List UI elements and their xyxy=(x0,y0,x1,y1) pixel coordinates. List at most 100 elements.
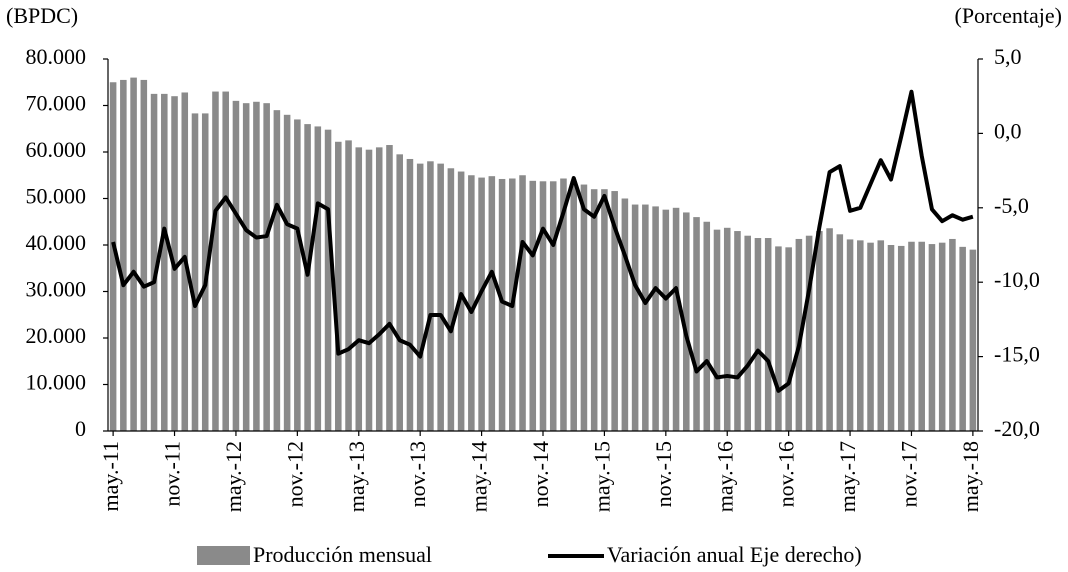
bar xyxy=(416,163,424,431)
bar xyxy=(304,124,311,431)
y2-axis-label: (Porcentaje) xyxy=(955,3,1063,28)
bar xyxy=(150,93,158,431)
bar xyxy=(130,77,137,431)
bar xyxy=(140,79,148,432)
bar xyxy=(816,231,823,431)
line xyxy=(111,89,974,393)
bar xyxy=(918,241,925,431)
bar xyxy=(734,231,741,431)
bar xyxy=(713,229,721,431)
y2-tick-label: 0,0 xyxy=(994,118,1022,143)
bar xyxy=(683,212,690,431)
x-tick-label: may.-11 xyxy=(98,441,123,511)
x-tick-label: may.-16 xyxy=(712,441,737,512)
y-tick-label: 80.000 xyxy=(26,44,87,69)
bar xyxy=(478,177,485,431)
bar xyxy=(928,244,936,431)
bar xyxy=(212,91,219,432)
bar xyxy=(375,147,383,431)
bar xyxy=(468,175,475,431)
bar xyxy=(222,91,229,432)
y-tick-label: 30.000 xyxy=(26,277,87,302)
bar xyxy=(938,242,946,431)
bar xyxy=(396,154,403,431)
bar xyxy=(703,221,711,431)
bar xyxy=(785,247,792,431)
y-tick-label: 0 xyxy=(75,416,86,441)
bar xyxy=(560,178,567,431)
x-tick-label: nov.-13 xyxy=(405,441,430,507)
bar xyxy=(335,141,342,431)
bar xyxy=(242,103,250,432)
legend-swatch xyxy=(197,546,250,565)
bar xyxy=(846,239,854,431)
y-tick-label: 40.000 xyxy=(26,230,87,255)
x-tick-label: nov.-16 xyxy=(774,441,799,507)
y2-tick-label: -5,0 xyxy=(994,193,1029,218)
bar xyxy=(447,168,455,431)
x-tick-label: nov.-17 xyxy=(897,441,922,507)
bar xyxy=(723,227,731,431)
bar xyxy=(662,209,670,431)
bar xyxy=(744,235,751,431)
bar xyxy=(836,234,844,431)
y-axis-label: (BPDC) xyxy=(6,3,78,28)
bar xyxy=(805,235,813,431)
y2-tick-label: -20,0 xyxy=(994,416,1040,441)
bar xyxy=(621,198,629,431)
bar xyxy=(754,238,762,431)
y2-tick-label: -15,0 xyxy=(994,342,1040,367)
x-tick-label: may.-17 xyxy=(835,441,860,512)
bar xyxy=(529,180,537,431)
bar xyxy=(959,246,966,431)
y-tick-label: 60.000 xyxy=(26,137,87,162)
bar xyxy=(826,228,833,431)
bar xyxy=(867,242,874,431)
y-tick-label: 10.000 xyxy=(26,370,87,395)
bar xyxy=(406,158,414,431)
y2-tick-label: -10,0 xyxy=(994,267,1040,292)
legend-label: Producción mensual xyxy=(253,542,432,567)
bar xyxy=(386,145,393,431)
bar xyxy=(365,149,373,432)
bar xyxy=(109,82,117,431)
bar xyxy=(549,181,557,431)
bar xyxy=(611,191,618,431)
bar xyxy=(294,119,301,431)
x-tick-label: nov.-15 xyxy=(651,441,676,507)
bar xyxy=(764,238,772,431)
bar xyxy=(570,181,577,431)
bar xyxy=(355,147,363,431)
bar xyxy=(672,207,680,431)
y2-tick-label: 5,0 xyxy=(994,44,1022,69)
x-tick-label: nov.-14 xyxy=(528,441,553,507)
bar xyxy=(437,163,444,431)
x-tick-label: may.-14 xyxy=(467,441,492,512)
bar xyxy=(642,204,649,431)
bar xyxy=(590,189,598,431)
x-tick-label: nov.-12 xyxy=(282,441,307,507)
bar xyxy=(488,176,496,431)
bar xyxy=(580,184,588,431)
bar xyxy=(161,93,168,431)
x-tick-label: may.-15 xyxy=(589,441,614,512)
x-tick-label: may.-13 xyxy=(344,441,369,512)
bar xyxy=(314,126,322,432)
bar xyxy=(775,246,782,431)
x-tick-label: may.-12 xyxy=(221,441,246,512)
x-tick-label: may.-18 xyxy=(958,441,983,512)
bar xyxy=(908,241,915,431)
bar xyxy=(253,101,260,431)
legend-label: Variación anual Eje derecho) xyxy=(607,542,862,567)
y-tick-label: 20.000 xyxy=(26,323,87,348)
bar xyxy=(857,240,864,431)
bar xyxy=(345,140,352,431)
x-tick-label: nov.-11 xyxy=(160,441,185,507)
bar xyxy=(427,161,434,432)
bar xyxy=(283,114,291,432)
bar xyxy=(273,110,281,432)
bar xyxy=(693,217,700,431)
bar xyxy=(191,113,199,431)
